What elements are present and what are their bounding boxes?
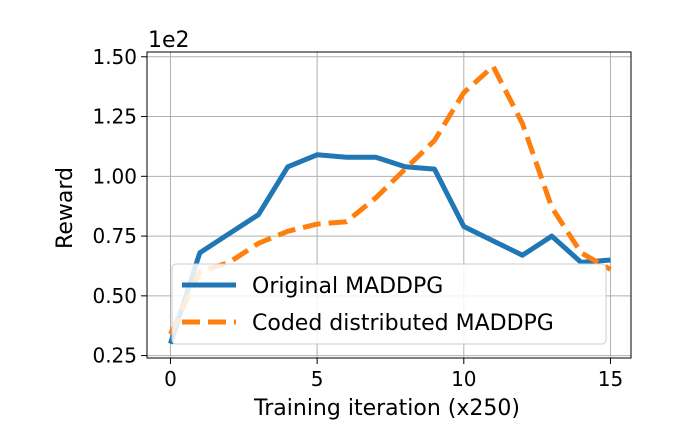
y-tick-label: 0.50	[92, 284, 137, 308]
legend-label-1: Original MADDPG	[252, 274, 443, 299]
x-tick-label: 0	[164, 367, 177, 391]
y-axis-label: Reward	[53, 167, 78, 249]
y-tick-label: 0.25	[92, 344, 137, 368]
series-layer	[168, 63, 612, 345]
y-tick-label: 1.50	[92, 45, 137, 69]
y-tick-label: 0.75	[92, 224, 137, 248]
axis-ticks: 0 5 10 15 0.25 0.50 0.75 1.00 1.25 1.50	[92, 45, 623, 391]
x-axis-label: Training iteration (x250)	[253, 396, 520, 421]
legend: Original MADDPG Coded distributed MADDPG	[171, 263, 607, 345]
y-tick-label: 1.25	[92, 105, 137, 129]
x-tick-label: 5	[311, 367, 324, 391]
y-axis-scale-label: 1e2	[148, 28, 190, 53]
series-line-1	[168, 152, 611, 345]
series-line-2	[168, 63, 612, 336]
plot-frame	[146, 51, 632, 359]
legend-label-2: Coded distributed MADDPG	[252, 311, 554, 336]
x-tick-label: 10	[451, 367, 476, 391]
legend-box	[171, 263, 607, 345]
x-tick-label: 15	[598, 367, 623, 391]
y-tick-label: 1.00	[92, 164, 137, 188]
